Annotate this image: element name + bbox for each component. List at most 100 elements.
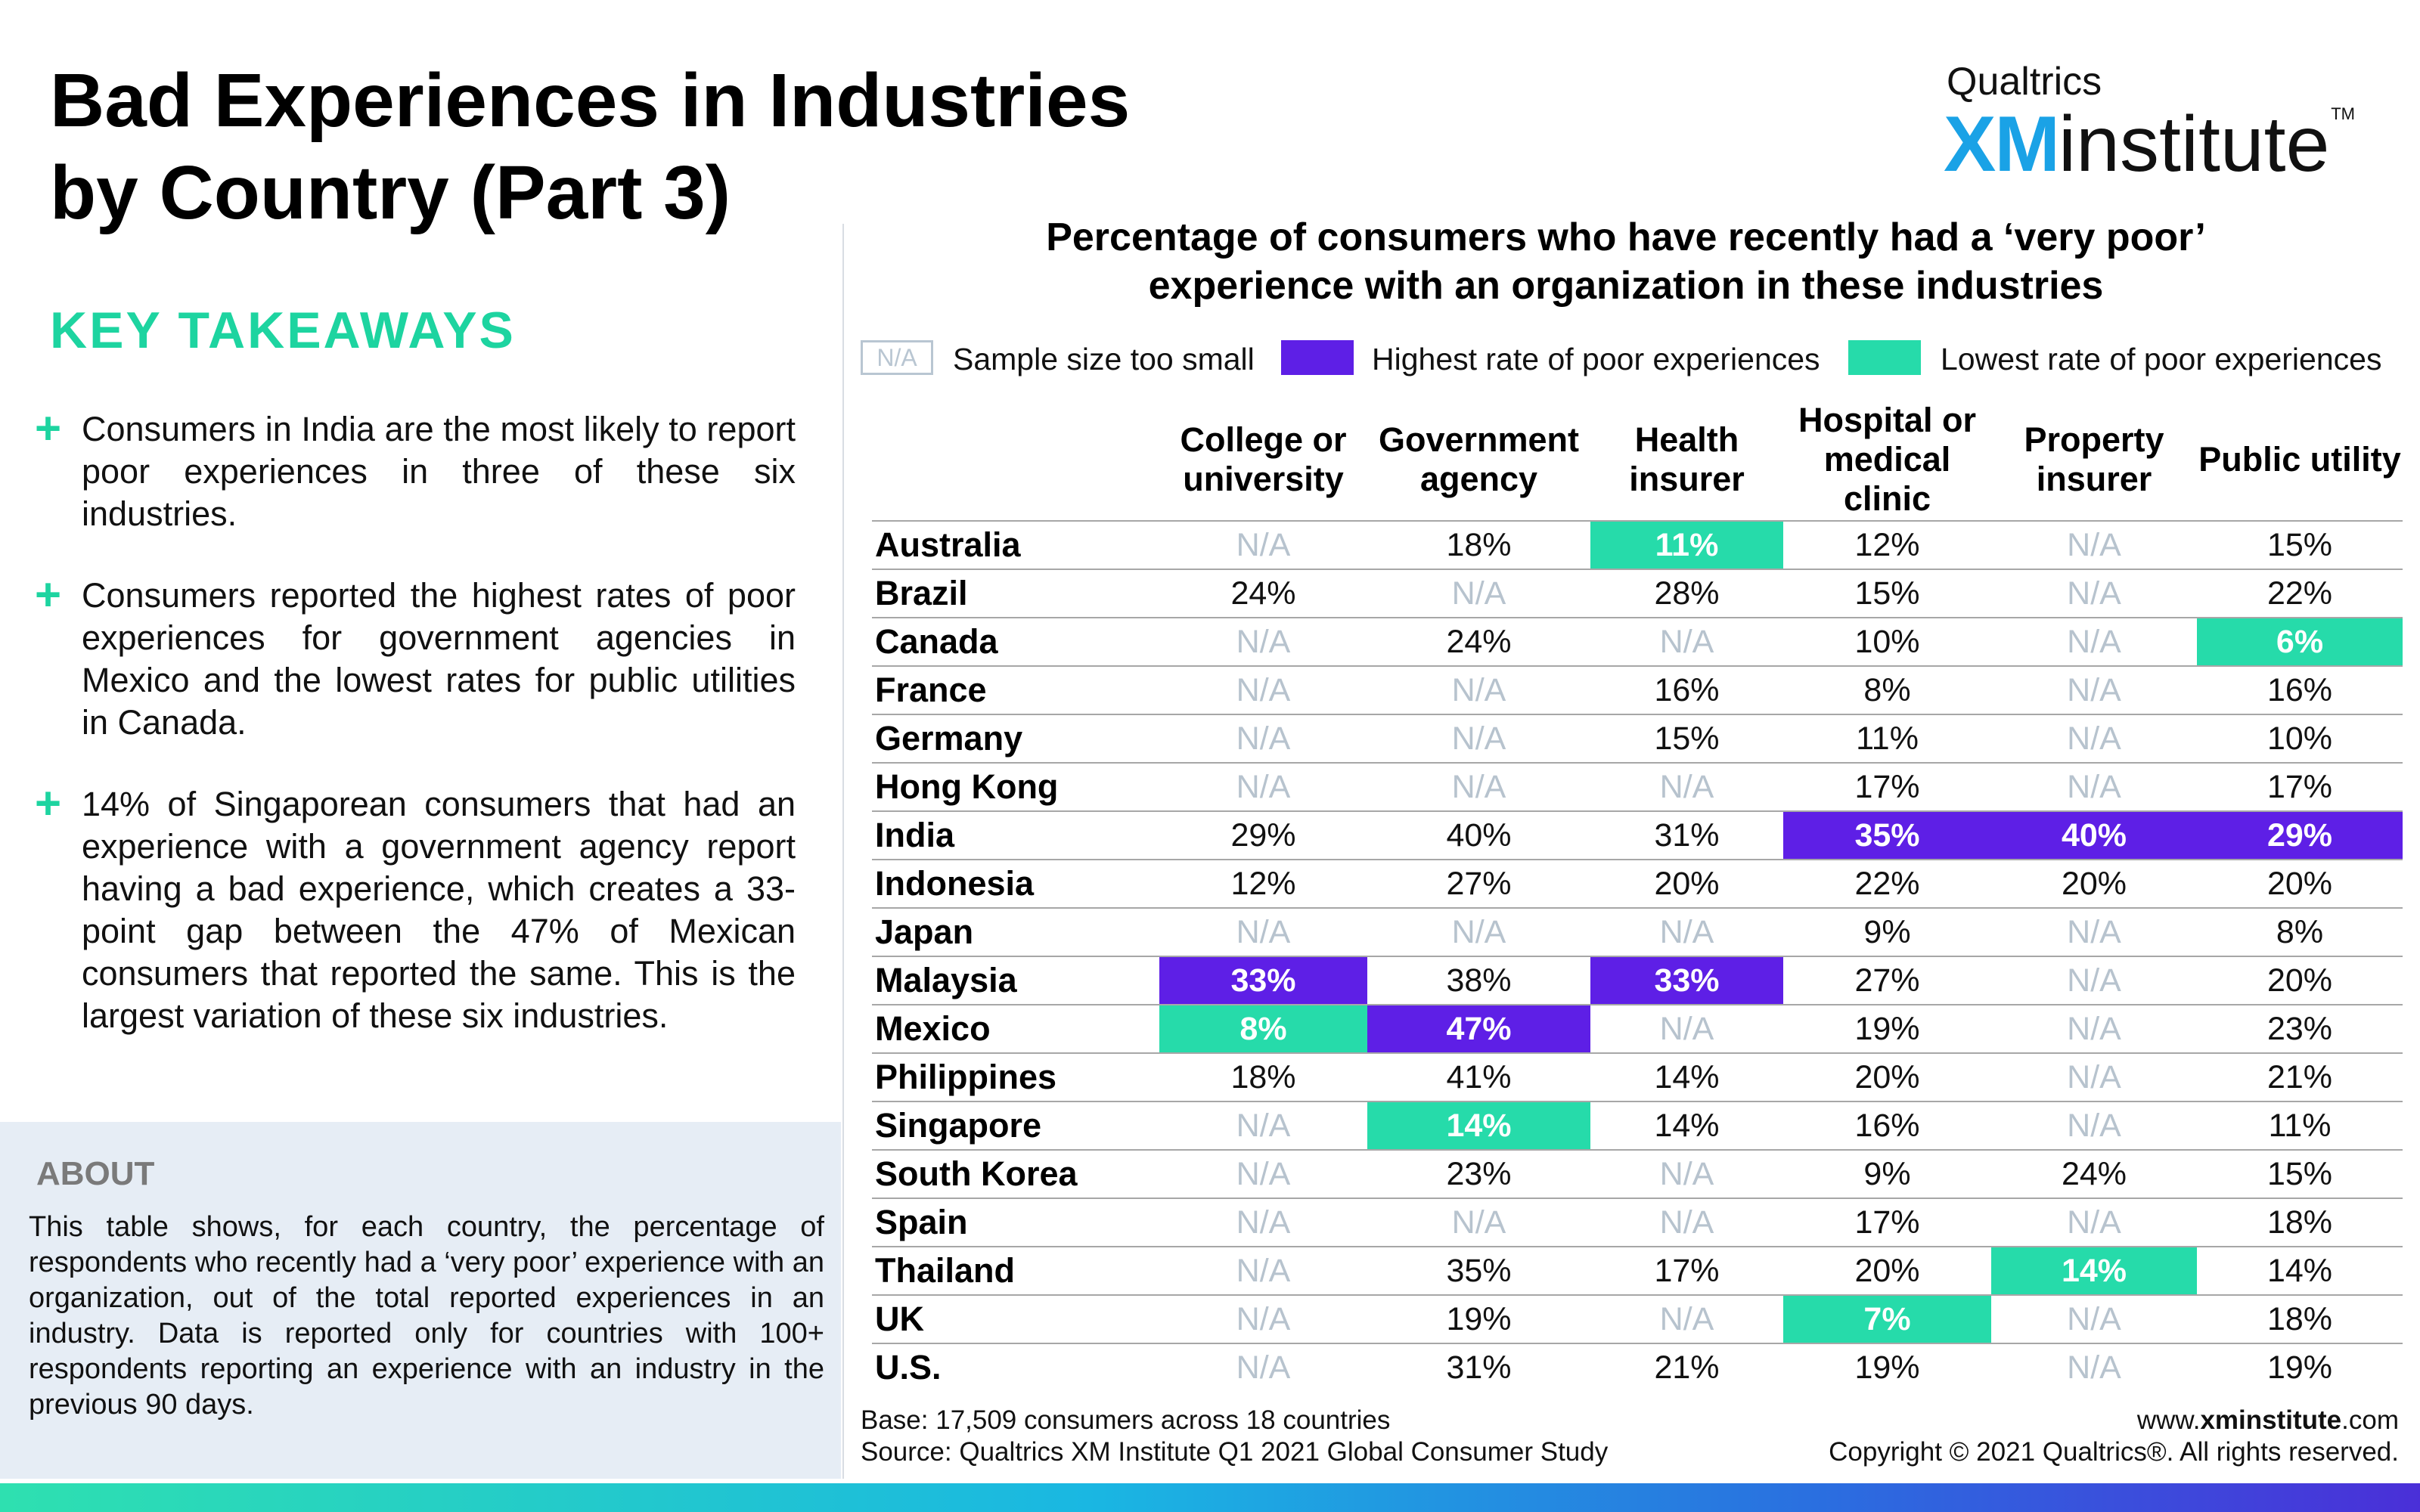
footer-source: Base: 17,509 consumers across 18 countri… — [861, 1405, 1608, 1468]
logo-trademark: TM — [2331, 104, 2355, 123]
table-cell: N/A — [1451, 575, 1506, 612]
table-cell: 11% — [1590, 522, 1783, 569]
table-cell: 15% — [1654, 720, 1720, 757]
table-cell: 20% — [2266, 866, 2333, 902]
legend-label-highest: Highest rate of poor experiences — [1372, 342, 1820, 376]
table-cell: 20% — [1654, 866, 1720, 902]
table-cell: 18% — [1446, 527, 1512, 563]
table-cell: 6% — [2197, 618, 2403, 665]
takeaway-item: + 14% of Singaporean consumers that had … — [35, 778, 796, 1037]
table-cell: N/A — [1659, 1204, 1714, 1241]
takeaway-text: Consumers in India are the most likely t… — [82, 410, 796, 533]
logo-qualtrics-text: Qualtrics — [1947, 60, 2102, 104]
table-cell: N/A — [2067, 962, 2121, 999]
table-cell: 20% — [2266, 962, 2333, 999]
table-cell: N/A — [1451, 1204, 1506, 1241]
table-cell: 14% — [1654, 1108, 1720, 1144]
table-cell: 18% — [2266, 1301, 2333, 1337]
table-cell: 20% — [2061, 866, 2127, 902]
table-cell: N/A — [1451, 914, 1506, 950]
table-cell: 14% — [2266, 1253, 2333, 1289]
table-row: Thailand N/A 35% 17% 20% 14% 14% — [872, 1246, 2403, 1294]
table-row: U.S. N/A 31% 21% 19% N/A 19% — [872, 1343, 2403, 1391]
table-cell: N/A — [2067, 1301, 2121, 1337]
legend: N/A Sample size too small Highest rate o… — [861, 339, 2411, 384]
row-country-label: Malaysia — [875, 961, 1017, 999]
row-country-label: Japan — [875, 912, 974, 951]
table-cell: 21% — [2266, 1059, 2333, 1095]
table-cell: N/A — [2067, 1204, 2121, 1241]
table-cell: 41% — [1446, 1059, 1512, 1095]
bottom-gradient-bar — [0, 1483, 2420, 1512]
legend-swatch-highest — [1281, 340, 1354, 375]
table-cell: N/A — [2067, 1108, 2121, 1144]
plus-icon: + — [35, 778, 62, 829]
row-country-label: U.S. — [875, 1348, 942, 1387]
about-heading: ABOUT — [36, 1155, 155, 1192]
table-cell: 7% — [1783, 1296, 1991, 1343]
footer-url: www.xminstitute.com — [1829, 1405, 2399, 1436]
takeaway-item: + Consumers in India are the most likely… — [35, 403, 796, 535]
row-country-label: Hong Kong — [875, 767, 1059, 806]
row-country-label: Philippines — [875, 1058, 1057, 1096]
table-row: Hong Kong N/A N/A N/A 17% N/A 17% — [872, 762, 2403, 810]
row-country-label: Mexico — [875, 1009, 991, 1048]
row-country-label: France — [875, 671, 987, 709]
table-cell: 47% — [1367, 1005, 1590, 1052]
row-country-label: Canada — [875, 622, 998, 661]
table-cell: 24% — [1446, 624, 1512, 660]
table-cell: 9% — [1863, 914, 1911, 950]
table-cell: N/A — [1236, 914, 1291, 950]
table-row: Brazil 24% N/A 28% 15% N/A 22% — [872, 569, 2403, 617]
table-cell: 20% — [1854, 1059, 1920, 1095]
table-cell: 15% — [1854, 575, 1920, 612]
table-cell: N/A — [1236, 1349, 1291, 1386]
page-title: Bad Experiences in Industries by Country… — [50, 54, 1230, 239]
table-cell: N/A — [1659, 914, 1714, 950]
about-text: This table shows, for each country, the … — [29, 1211, 824, 1421]
takeaway-text: 14% of Singaporean consumers that had an… — [82, 785, 796, 1035]
table-row: India 29% 40% 31% 35% 40% 29% — [872, 810, 2403, 859]
table-cell: 14% — [1991, 1247, 2197, 1294]
table-cell: N/A — [1451, 720, 1506, 757]
row-country-label: Germany — [875, 719, 1023, 758]
column-header: College or university — [1180, 420, 1347, 498]
table-cell: N/A — [2067, 769, 2121, 805]
table-cell: 15% — [2266, 1156, 2333, 1192]
table-cell: 31% — [1446, 1349, 1512, 1386]
table-cell: 12% — [1854, 527, 1920, 563]
table-cell: 20% — [1854, 1253, 1920, 1289]
table-row: Singapore N/A 14% 14% 16% N/A 11% — [872, 1101, 2403, 1149]
table-cell: 24% — [1230, 575, 1296, 612]
table-cell: 17% — [1854, 769, 1920, 805]
table-cell: N/A — [2067, 914, 2121, 950]
table-cell: 14% — [1654, 1059, 1720, 1095]
table-cell: N/A — [1236, 1108, 1291, 1144]
table-cell: 9% — [1863, 1156, 1911, 1192]
table-cell: 24% — [2061, 1156, 2127, 1192]
table-cell: 10% — [1854, 624, 1920, 660]
table-cell: 29% — [1230, 817, 1296, 854]
table-cell: 15% — [2266, 527, 2333, 563]
table-row: France N/A N/A 16% 8% N/A 16% — [872, 665, 2403, 714]
table-cell: N/A — [1451, 672, 1506, 708]
table-cell: 19% — [1854, 1349, 1920, 1386]
table-row: Philippines 18% 41% 14% 20% N/A 21% — [872, 1052, 2403, 1101]
column-divider — [842, 224, 844, 1479]
takeaway-text: Consumers reported the highest rates of … — [82, 576, 796, 742]
footer-url-suffix: .com — [2341, 1405, 2399, 1435]
column-header: Health insurer — [1629, 420, 1745, 498]
table-row: Australia N/A 18% 11% 12% N/A 15% — [872, 520, 2403, 569]
table-cell: 10% — [2266, 720, 2333, 757]
table-row: South Korea N/A 23% N/A 9% 24% 15% — [872, 1149, 2403, 1198]
key-takeaways-heading: KEY TAKEAWAYS — [50, 302, 516, 359]
row-country-label: India — [875, 816, 955, 854]
table-cell: 19% — [1446, 1301, 1512, 1337]
table-row: Germany N/A N/A 15% 11% N/A 10% — [872, 714, 2403, 762]
table-row: Spain N/A N/A N/A 17% N/A 18% — [872, 1198, 2403, 1246]
footer-copyright-text: Copyright © 2021 Qualtrics®. All rights … — [1829, 1437, 2399, 1467]
page-title-line-2: by Country (Part 3) — [50, 150, 731, 235]
table-cell: N/A — [2067, 575, 2121, 612]
table-cell: N/A — [1659, 1301, 1714, 1337]
table-cell: N/A — [2067, 1011, 2121, 1047]
